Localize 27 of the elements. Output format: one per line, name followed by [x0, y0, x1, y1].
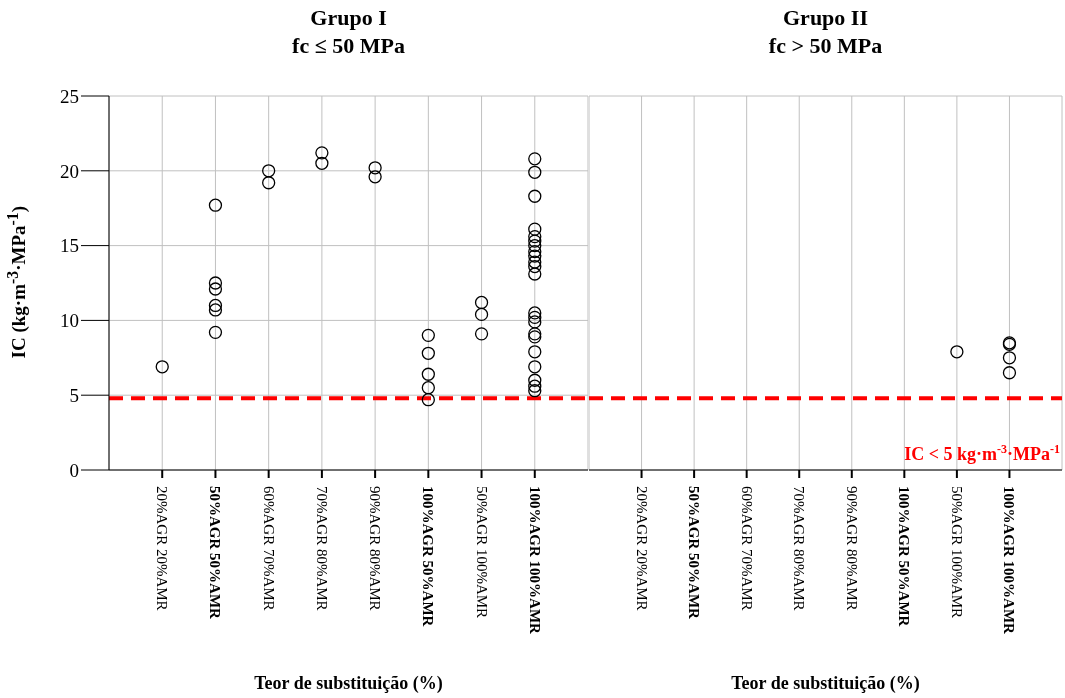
y-tick-label: 10: [60, 310, 79, 332]
x-tick-label: 20%AGR 20%AMR: [633, 486, 650, 611]
x-tick-label: 50%AGR 50%AMR: [686, 486, 703, 620]
y-tick-label: 0: [69, 459, 79, 481]
chart-title: Grupo II fc > 50 MPa: [767, 4, 884, 60]
x-tick-label: 70%AGR 80%AMR: [313, 486, 330, 611]
y-tick-label: 25: [60, 85, 79, 107]
x-tick-label: 70%AGR 80%AMR: [791, 486, 808, 611]
x-tick-label: 100%AGR 100%AMR: [526, 486, 543, 635]
x-tick-label: 60%AGR 70%AMR: [738, 486, 755, 611]
x-tick-label: 100%AGR 50%AMR: [896, 486, 913, 627]
x-tick-label: 60%AGR 70%AMR: [260, 486, 277, 611]
y-tick-label: 20: [60, 160, 79, 182]
x-tick-label: 20%AGR 20%AMR: [154, 486, 171, 611]
x-axis-title: Teor de substituição (%): [730, 673, 921, 694]
x-tick-label: 90%AGR 80%AMR: [843, 486, 860, 611]
x-tick-label: 90%AGR 80%AMR: [367, 486, 384, 611]
ref-line-label: IC < 5 kg·m$^{-3}$·MPa$^{-1}$: [904, 442, 1060, 465]
y-tick-label: 5: [69, 384, 79, 406]
y-tick-label: 15: [60, 235, 79, 257]
x-tick-label: 50%AGR 50%AMR: [207, 486, 224, 620]
x-tick-label: 50%AGR 100%AMR: [948, 486, 965, 619]
chart-title: Grupo I fc ≤ 50 MPa: [291, 4, 406, 60]
x-axis-title: Teor de substituição (%): [253, 673, 444, 694]
x-tick-label: 100%AGR 100%AMR: [1001, 486, 1018, 635]
x-tick-label: 100%AGR 50%AMR: [420, 486, 437, 627]
x-tick-label: 50%AGR 100%AMR: [473, 486, 490, 619]
